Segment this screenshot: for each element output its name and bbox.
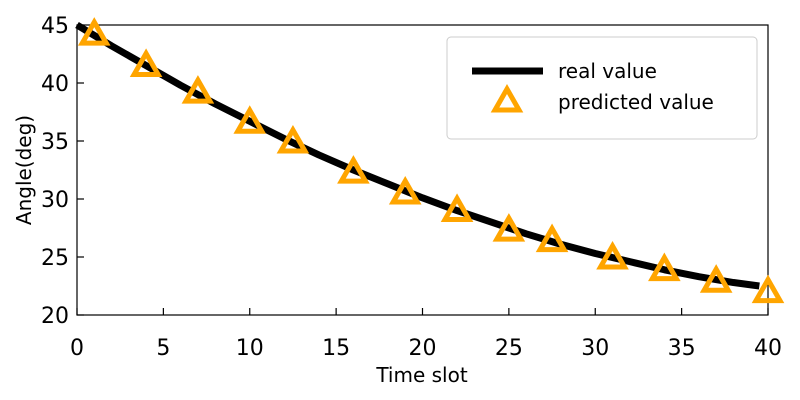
predicted-value-point [276, 124, 310, 154]
predicted-value-point [337, 155, 370, 184]
y-tick-label: 35 [41, 130, 69, 155]
x-tick-label: 20 [409, 336, 437, 361]
predicted-value-point [233, 105, 267, 134]
x-tick-label: 0 [70, 336, 84, 361]
predicted-value-point [440, 193, 474, 222]
predicted-value-point [77, 17, 111, 46]
predicted-value-point [129, 48, 163, 77]
x-tick-label: 40 [754, 336, 782, 361]
predicted-value-point [751, 274, 785, 304]
x-tick-label: 35 [668, 336, 696, 361]
x-tick-label: 30 [581, 336, 609, 361]
legend-label-real: real value [558, 59, 657, 83]
predicted-value-point [596, 240, 629, 270]
x-tick-label: 25 [495, 336, 523, 361]
legend-box [446, 36, 758, 140]
legend-triangle-marker [490, 83, 524, 113]
legend-label-predicted: predicted value [558, 90, 714, 114]
predicted-value-point [388, 176, 422, 205]
y-axis-label: Angle(deg) [12, 115, 36, 225]
predicted-value-point [181, 75, 215, 104]
y-axis: 20 25 30 35 40 45 [41, 14, 84, 329]
x-tick-label: 5 [156, 336, 170, 361]
y-tick-label: 30 [41, 188, 69, 213]
x-tick-label: 15 [322, 336, 350, 361]
y-tick-label: 20 [41, 304, 69, 329]
x-axis: 0 5 10 15 20 25 30 35 40 [70, 308, 782, 361]
predicted-value-point [648, 252, 681, 282]
y-tick-label: 45 [41, 14, 69, 39]
predicted-value-point [699, 264, 733, 293]
y-tick-label: 40 [41, 72, 69, 97]
y-tick-label: 25 [41, 246, 69, 271]
series-layer [75, 17, 785, 304]
x-tick-label: 10 [236, 336, 264, 361]
predicted-value-point [535, 223, 569, 253]
x-axis-label: Time slot [375, 363, 468, 387]
legend: real value predicted value [446, 36, 758, 140]
predicted-value-point [492, 213, 526, 242]
